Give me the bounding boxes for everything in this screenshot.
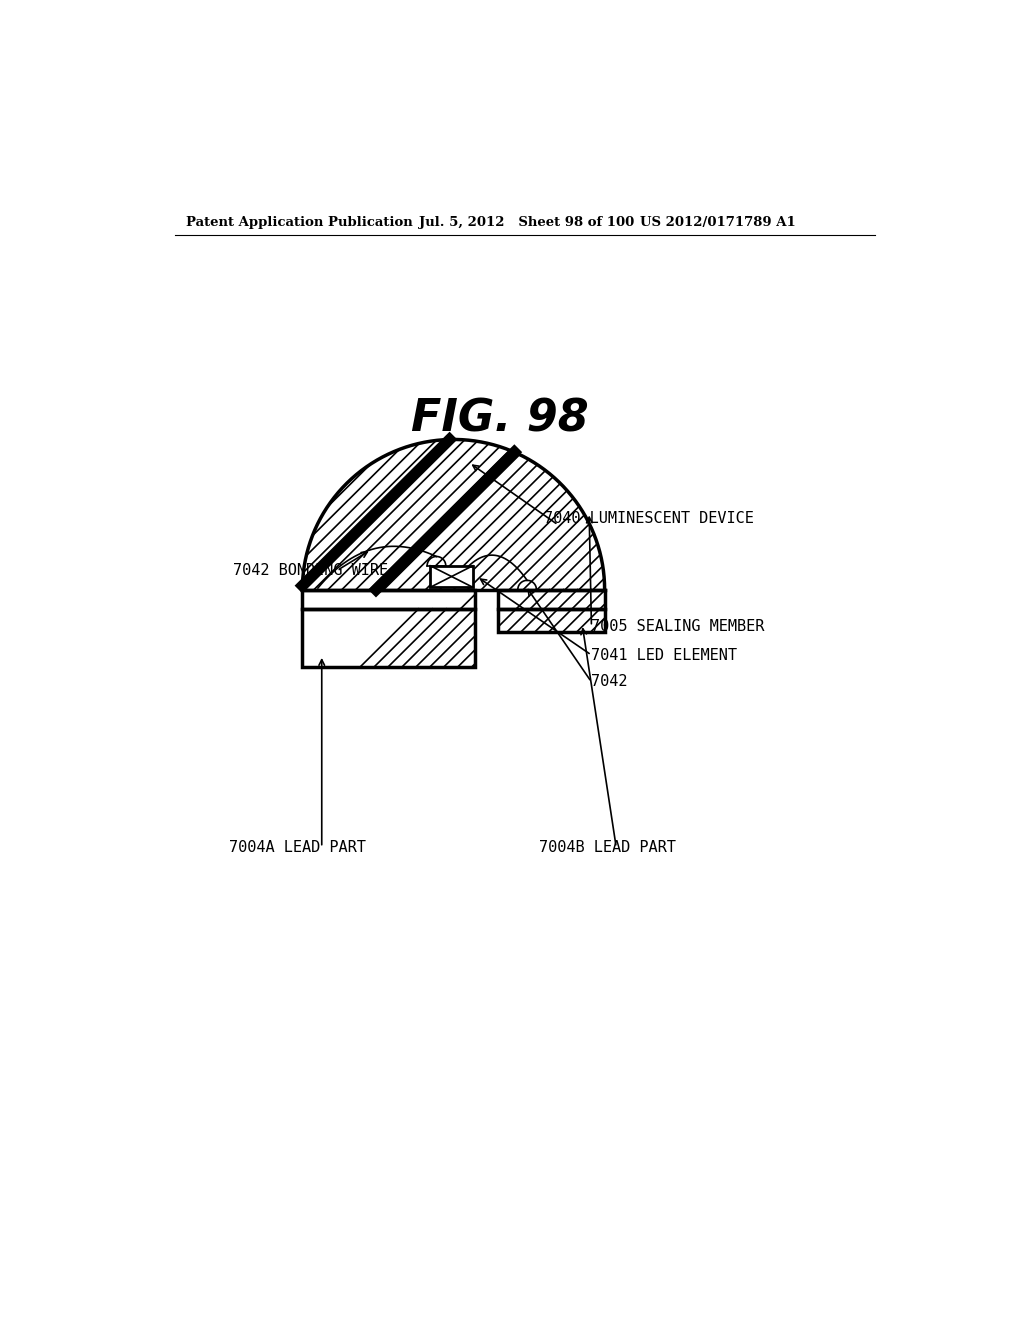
Text: US 2012/0171789 A1: US 2012/0171789 A1: [640, 216, 796, 230]
Text: 7041 LED ELEMENT: 7041 LED ELEMENT: [592, 648, 737, 663]
Text: 7042: 7042: [592, 675, 628, 689]
Text: FIG. 98: FIG. 98: [411, 397, 589, 440]
Bar: [499, 609, 605, 632]
Text: Jul. 5, 2012   Sheet 98 of 100: Jul. 5, 2012 Sheet 98 of 100: [419, 216, 634, 230]
Text: 7040 LUMINESCENT DEVICE: 7040 LUMINESCENT DEVICE: [544, 511, 754, 527]
Bar: [430, 566, 473, 587]
Bar: [430, 566, 473, 587]
Text: 7005 SEALING MEMBER: 7005 SEALING MEMBER: [592, 619, 765, 634]
Bar: [302, 609, 475, 667]
Text: 7004A LEAD PART: 7004A LEAD PART: [228, 840, 366, 855]
Text: 7042 BONDING WIRE: 7042 BONDING WIRE: [232, 562, 388, 578]
Text: Patent Application Publication: Patent Application Publication: [186, 216, 413, 230]
Text: 7004B LEAD PART: 7004B LEAD PART: [539, 840, 676, 855]
Bar: [302, 590, 475, 609]
Bar: [499, 590, 605, 609]
